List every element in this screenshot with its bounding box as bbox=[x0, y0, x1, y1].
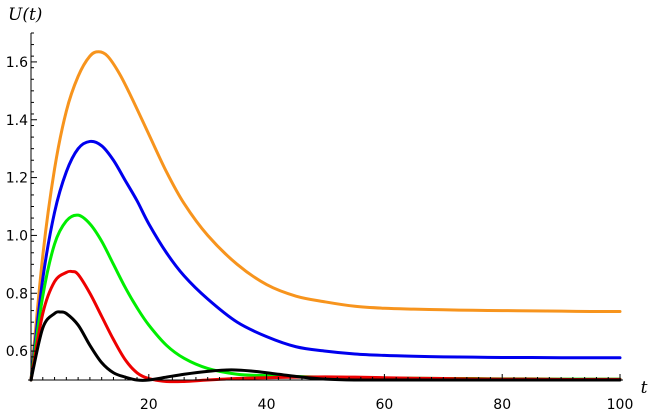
y-tick-label: 1.4 bbox=[6, 113, 28, 129]
series-line-4 bbox=[29, 269, 622, 384]
y-axis-title: U(t) bbox=[8, 5, 42, 25]
y-tick-label: 1.0 bbox=[6, 228, 28, 244]
y-tick-label: 0.6 bbox=[6, 344, 28, 360]
x-tick-label: 20 bbox=[140, 397, 158, 413]
tick-labels: 20 40 60 80 100 0.6 0.8 1.0 1.2 1.4 1.6 bbox=[6, 55, 634, 413]
y-tick-label: 1.2 bbox=[6, 171, 28, 187]
y-tick-label: 0.8 bbox=[6, 286, 28, 302]
axes: 20 40 60 80 100 0.6 0.8 1.0 1.2 1.4 1.6 bbox=[6, 32, 634, 413]
x-tick-label: 60 bbox=[375, 397, 393, 413]
x-axis-title: t bbox=[641, 378, 648, 398]
x-tick-label: 40 bbox=[258, 397, 276, 413]
axis-ticks bbox=[31, 32, 621, 380]
series-line-5 bbox=[29, 310, 622, 382]
series-line-1 bbox=[29, 50, 622, 382]
y-tick-label: 1.6 bbox=[6, 55, 28, 71]
x-tick-label: 80 bbox=[493, 397, 511, 413]
x-tick-label: 100 bbox=[607, 397, 634, 413]
series-line-3 bbox=[29, 213, 622, 382]
series-lines bbox=[29, 50, 622, 384]
series-line-2 bbox=[29, 139, 622, 382]
